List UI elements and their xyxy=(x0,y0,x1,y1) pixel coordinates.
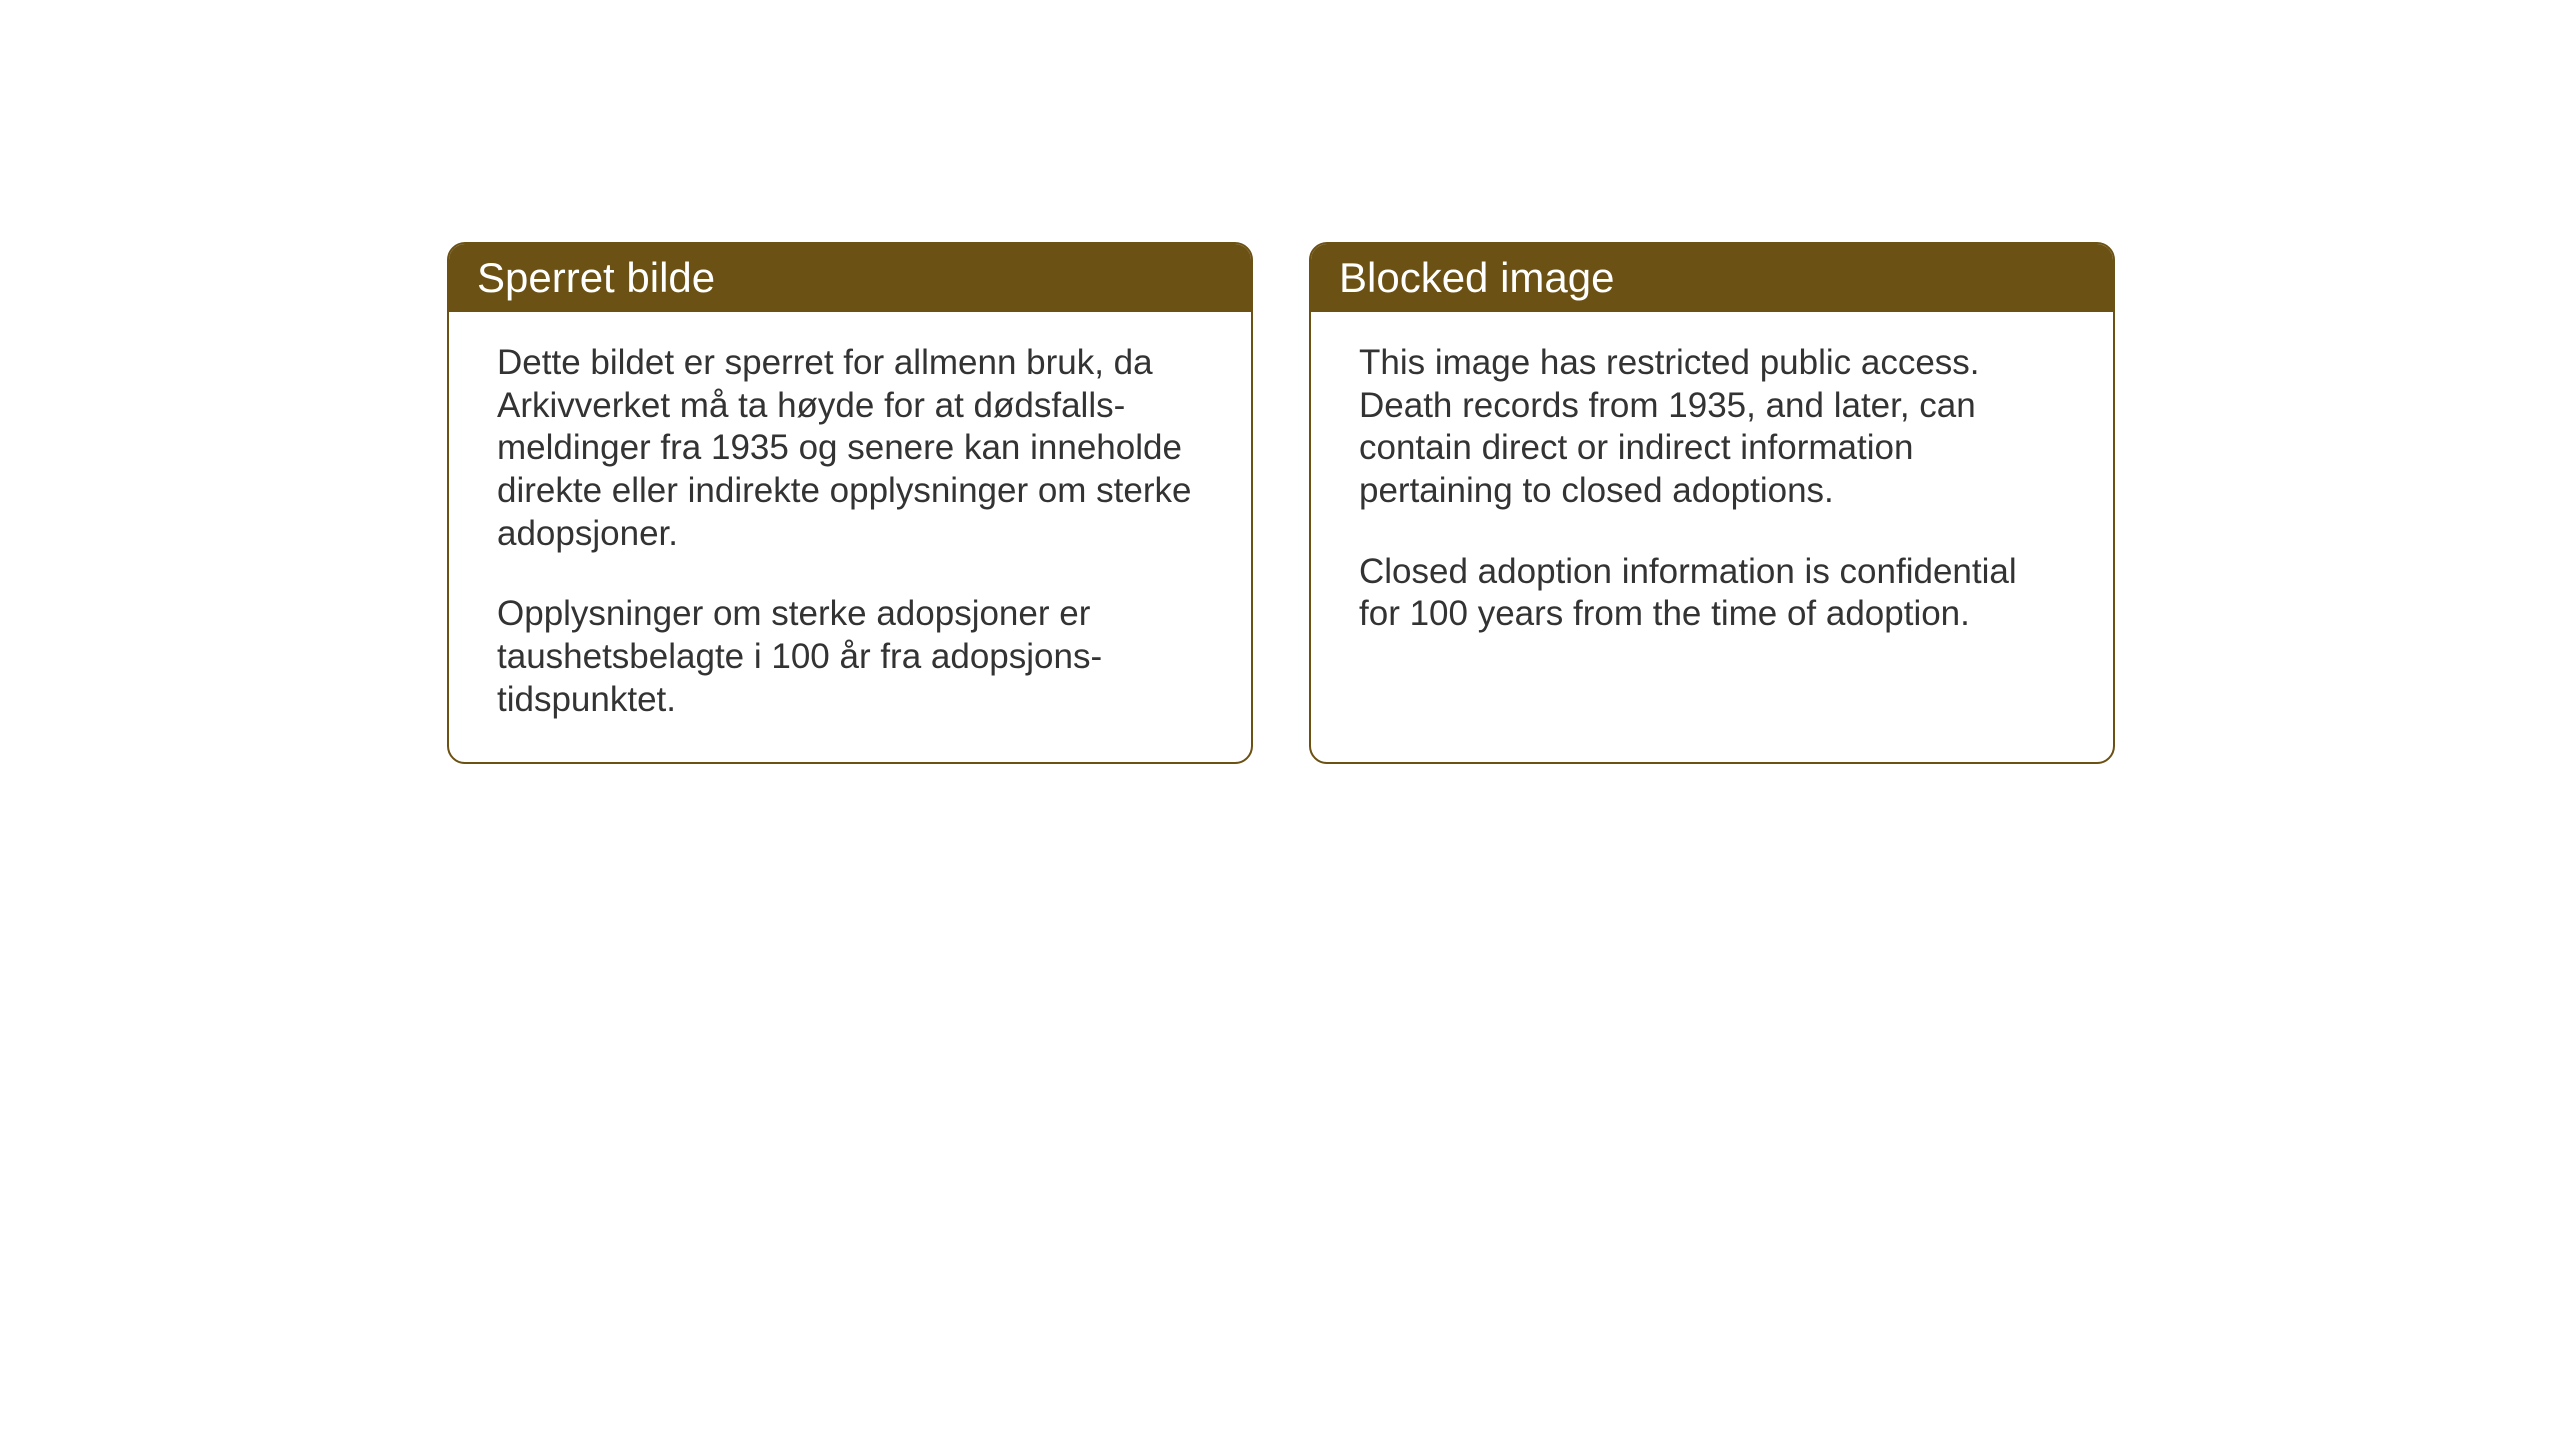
notice-card-norwegian: Sperret bilde Dette bildet er sperret fo… xyxy=(447,242,1253,764)
card-paragraph1-english: This image has restricted public access.… xyxy=(1359,342,2065,513)
card-paragraph1-norwegian: Dette bildet er sperret for allmenn bruk… xyxy=(497,342,1203,555)
card-header-english: Blocked image xyxy=(1311,244,2113,312)
card-body-norwegian: Dette bildet er sperret for allmenn bruk… xyxy=(449,312,1251,762)
notice-container: Sperret bilde Dette bildet er sperret fo… xyxy=(447,242,2115,764)
card-title-english: Blocked image xyxy=(1339,254,1614,301)
card-paragraph2-english: Closed adoption information is confident… xyxy=(1359,551,2065,636)
card-body-english: This image has restricted public access.… xyxy=(1311,312,2113,676)
card-header-norwegian: Sperret bilde xyxy=(449,244,1251,312)
card-title-norwegian: Sperret bilde xyxy=(477,254,715,301)
card-paragraph2-norwegian: Opplysninger om sterke adopsjoner er tau… xyxy=(497,593,1203,721)
notice-card-english: Blocked image This image has restricted … xyxy=(1309,242,2115,764)
